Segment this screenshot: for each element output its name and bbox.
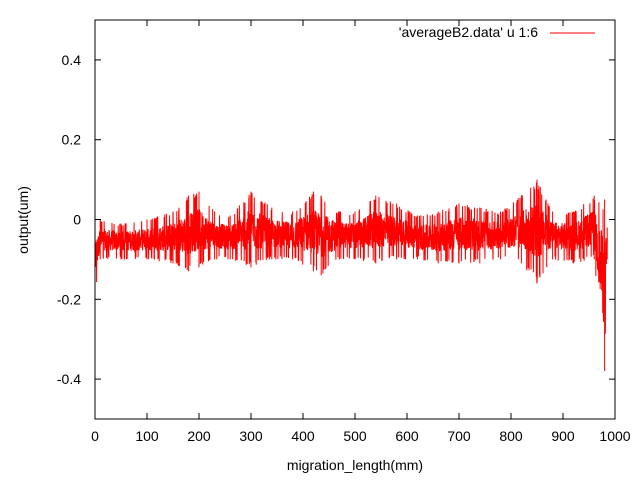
x-tick-label: 1000 [599,428,630,444]
x-tick-label: 300 [239,428,263,444]
ticks-layer: 0 100 200 300 400 500 600 700 800 900 1000 -0.4 -0.2… [57,20,631,444]
x-tick-label: 500 [343,428,367,444]
x-tick-label: 600 [395,428,419,444]
x-tick-label: 800 [499,428,523,444]
series-layer [94,179,608,372]
x-tick-label: 100 [135,428,159,444]
y-tick-label: 0.2 [62,132,82,148]
y-tick-label: -0.4 [57,371,81,387]
y-tick-label: 0 [73,212,81,228]
legend: 'averageB2.data' u 1:6 [399,24,595,40]
legend-label: 'averageB2.data' u 1:6 [399,24,538,40]
series-line [94,182,608,334]
x-tick-label: 200 [187,428,211,444]
y-tick-label: -0.2 [57,291,81,307]
x-tick-label: 700 [447,428,471,444]
y-axis-label: output(um) [15,186,31,254]
x-tick-label: 900 [551,428,575,444]
x-tick-label: 0 [91,428,99,444]
x-axis-label: migration_length(mm) [287,457,423,473]
x-tick-label: 400 [291,428,315,444]
y-tick-label: 0.4 [62,52,82,68]
